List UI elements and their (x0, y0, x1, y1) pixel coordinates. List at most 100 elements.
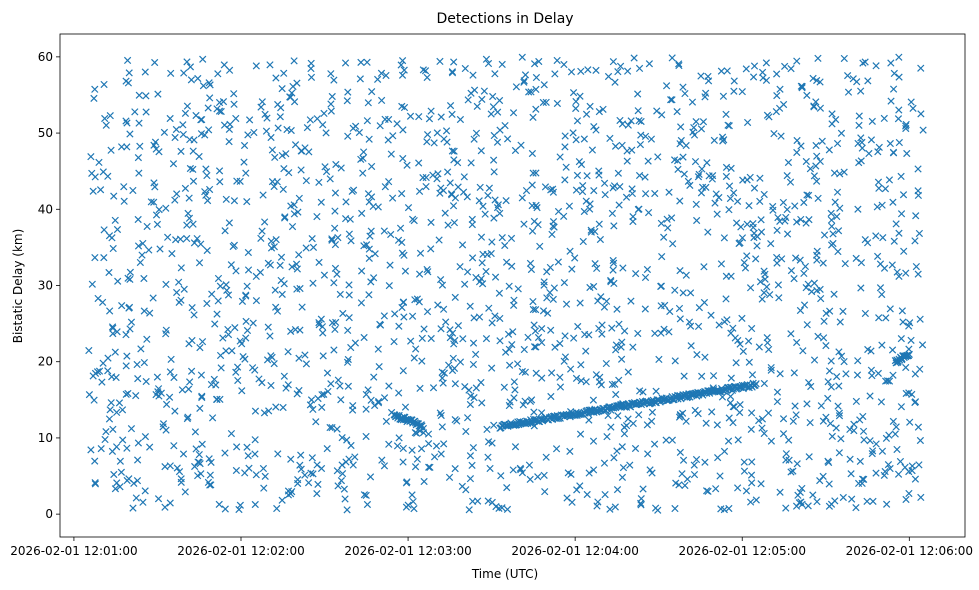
data-point (861, 309, 869, 318)
data-point (364, 190, 373, 198)
data-point (122, 331, 130, 339)
data-point (260, 218, 269, 226)
data-point (814, 194, 822, 202)
data-point (274, 450, 282, 458)
data-point (857, 157, 865, 165)
data-point (497, 472, 505, 480)
data-point (278, 151, 286, 160)
data-point (855, 112, 863, 120)
data-point (367, 396, 375, 404)
data-point (360, 491, 369, 499)
data-point (442, 127, 451, 135)
data-point (105, 232, 114, 240)
data-point (644, 450, 652, 458)
data-point (328, 319, 337, 327)
data-point (312, 418, 320, 426)
data-point (800, 269, 808, 278)
data-point (400, 103, 409, 112)
data-point (528, 227, 537, 235)
data-point (338, 461, 346, 469)
data-point (251, 450, 259, 458)
data-point (362, 432, 370, 441)
data-point (230, 100, 238, 108)
data-point (91, 479, 99, 487)
data-point (181, 109, 190, 118)
data-point (362, 390, 370, 399)
data-point (385, 115, 393, 124)
data-point (911, 398, 920, 406)
data-point (686, 289, 695, 297)
data-point (680, 372, 688, 380)
data-point (551, 343, 559, 351)
data-point (833, 372, 841, 381)
data-point (756, 278, 765, 286)
data-point (225, 66, 234, 74)
data-point (206, 185, 214, 194)
data-point (179, 121, 187, 129)
data-point (886, 305, 894, 313)
data-point (363, 58, 371, 66)
data-point (571, 254, 579, 262)
data-point (307, 59, 315, 67)
data-point (620, 423, 628, 431)
data-point (547, 392, 555, 401)
data-point (261, 472, 269, 480)
data-point (114, 277, 122, 285)
data-point (456, 358, 465, 366)
data-point (415, 113, 423, 121)
data-point (662, 82, 671, 90)
data-point (660, 233, 668, 241)
data-point (238, 297, 247, 306)
data-point (865, 149, 873, 158)
data-point (179, 130, 187, 139)
data-point (433, 175, 441, 183)
data-point (478, 399, 486, 407)
data-point (586, 283, 594, 292)
data-point (280, 214, 289, 222)
data-point (108, 447, 117, 455)
data-point (198, 393, 206, 402)
data-point (747, 471, 756, 479)
data-point (676, 266, 684, 275)
data-point (419, 66, 427, 74)
data-point (641, 173, 649, 181)
data-point (175, 298, 183, 306)
data-point (448, 110, 456, 118)
data-point (206, 81, 214, 89)
data-point (690, 123, 698, 132)
data-point (888, 261, 896, 269)
data-point (408, 446, 416, 454)
data-point (110, 470, 118, 479)
data-point (704, 228, 712, 236)
data-point (143, 335, 151, 343)
data-point (109, 330, 117, 338)
data-point (399, 154, 407, 163)
data-point (686, 181, 694, 189)
data-point (802, 219, 810, 227)
data-point (411, 296, 419, 304)
data-point (381, 183, 389, 191)
data-point (194, 458, 202, 466)
data-point (703, 159, 711, 167)
data-point (375, 397, 383, 406)
data-point (183, 58, 191, 66)
data-point (488, 498, 496, 506)
data-point (898, 307, 906, 315)
data-point (598, 330, 606, 338)
data-point (844, 88, 853, 96)
data-point (878, 201, 886, 209)
data-point (848, 495, 856, 503)
data-point (711, 199, 719, 207)
data-point (436, 276, 445, 284)
data-point (326, 423, 334, 432)
data-point (133, 477, 142, 485)
data-point (241, 355, 249, 363)
data-point (501, 241, 509, 250)
data-point (618, 443, 626, 451)
data-point (812, 98, 820, 106)
data-point (221, 505, 229, 513)
data-point (535, 57, 543, 66)
data-point (790, 275, 798, 283)
data-point (651, 329, 659, 338)
data-point (198, 338, 207, 346)
